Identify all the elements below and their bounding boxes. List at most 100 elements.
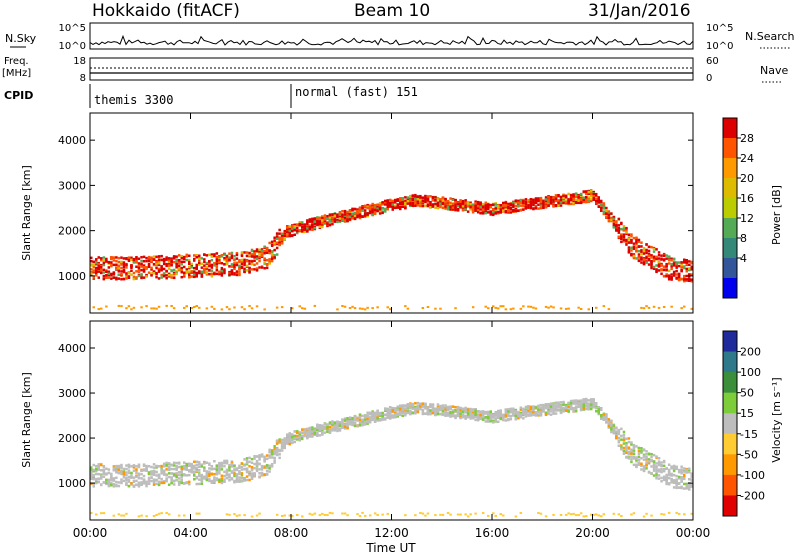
echo-cell [294,234,297,237]
echo-cell [100,272,103,275]
echo-cell [655,466,658,469]
echo-cell [361,209,364,212]
echo-cell [525,410,528,413]
echo-cell [668,464,671,467]
echo-cell [387,408,390,411]
echo-cell [271,253,274,256]
echo-cell [163,465,166,468]
echo-cell [291,230,294,233]
echo-cell [449,408,452,411]
echo-cell [537,413,540,416]
echo-cell [361,424,364,427]
ytick-label: 3000 [58,179,86,192]
echo-cell [243,468,246,471]
echo-cell [404,305,407,307]
echo-cell [670,473,673,476]
echo-cell [115,278,118,281]
power-echo-cells [90,189,693,310]
echo-cell [660,254,663,257]
echo-cell [356,424,359,427]
echo-cell [628,451,631,454]
echo-cell [273,457,276,460]
echo-cell [447,208,450,211]
echo-cell [125,307,128,309]
echo-cell [193,259,196,262]
echo-cell [123,261,126,264]
echo-cell [130,270,133,273]
echo-cell [120,478,123,481]
echo-cell [462,408,465,411]
echo-cell [404,412,407,415]
echo-cell [645,249,648,252]
echo-cell [206,479,209,482]
echo-cell [299,436,302,439]
echo-cell [160,465,163,468]
echo-cell [301,437,304,440]
echo-cell [148,482,151,485]
echo-cell [557,204,560,207]
echo-cell [608,308,611,310]
echo-cell [128,469,131,472]
echo-cell [412,405,415,408]
echo-cell [304,435,307,438]
echo-cell [208,467,211,470]
echo-cell [273,249,276,252]
echo-cell [512,308,515,310]
echo-cell [575,407,578,410]
echo-cell [223,263,226,266]
echo-cell [686,259,689,262]
echo-cell [492,213,495,216]
echo-cell [464,417,467,420]
echo-cell [314,218,317,221]
echo-cell [100,477,103,480]
echo-cell [145,260,148,263]
echo-cell [422,307,425,309]
echo-cell [653,250,656,253]
echo-cell [120,261,123,264]
echo-cell [138,477,141,480]
echo-cell [276,442,279,445]
echo-cell [336,308,339,310]
echo-cell [93,469,96,472]
echo-cell [125,471,128,474]
echo-cell [497,410,500,413]
echo-cell [650,465,653,468]
echo-cell [238,268,241,271]
echo-cell [251,260,254,263]
echo-cell [351,209,354,212]
echo-cell [442,514,445,516]
echo-cell [329,219,332,222]
echo-cell [500,409,503,412]
echo-cell [236,467,239,470]
echo-cell [492,421,495,424]
echo-cell [216,269,219,272]
echo-cell [326,426,329,429]
echo-cell [160,268,163,271]
echo-cell [618,437,621,440]
echo-cell [143,475,146,478]
echo-cell [258,266,261,269]
echo-cell [276,447,279,450]
ytick-label: 1000 [58,270,86,283]
echo-cell [407,202,410,205]
echo-cell [517,417,520,420]
echo-cell [522,408,525,411]
echo-cell [366,307,369,309]
echo-cell [213,262,216,265]
echo-cell [482,414,485,417]
echo-cell [505,201,508,204]
echo-cell [628,457,631,460]
echo-cell [148,480,151,483]
nsky-left-tick-bottom: 10^0 [59,41,86,52]
echo-cell [140,306,143,308]
echo-cell [570,513,573,515]
echo-cell [552,403,555,406]
echo-cell [226,469,229,472]
echo-cell [452,199,455,202]
echo-cell [467,408,470,411]
echo-cell [216,273,219,276]
echo-cell [673,258,676,261]
echo-cell [500,211,503,214]
echo-cell [442,199,445,202]
